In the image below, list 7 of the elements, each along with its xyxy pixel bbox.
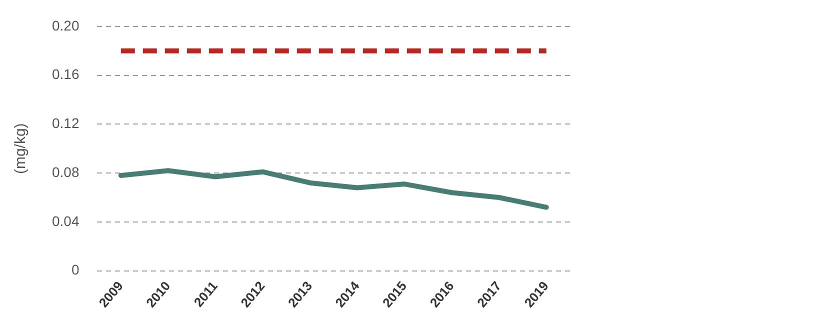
- y-axis-title: (mg/kg): [12, 123, 30, 174]
- y-tick-label: 0.08: [52, 164, 80, 180]
- y-tick-label: 0.16: [52, 66, 80, 82]
- y-tick-label: 0.04: [52, 212, 80, 229]
- y-tick-label: 0: [71, 262, 80, 278]
- y-tick-label: 0.12: [52, 115, 80, 132]
- y-tick-label: 0.20: [52, 17, 80, 34]
